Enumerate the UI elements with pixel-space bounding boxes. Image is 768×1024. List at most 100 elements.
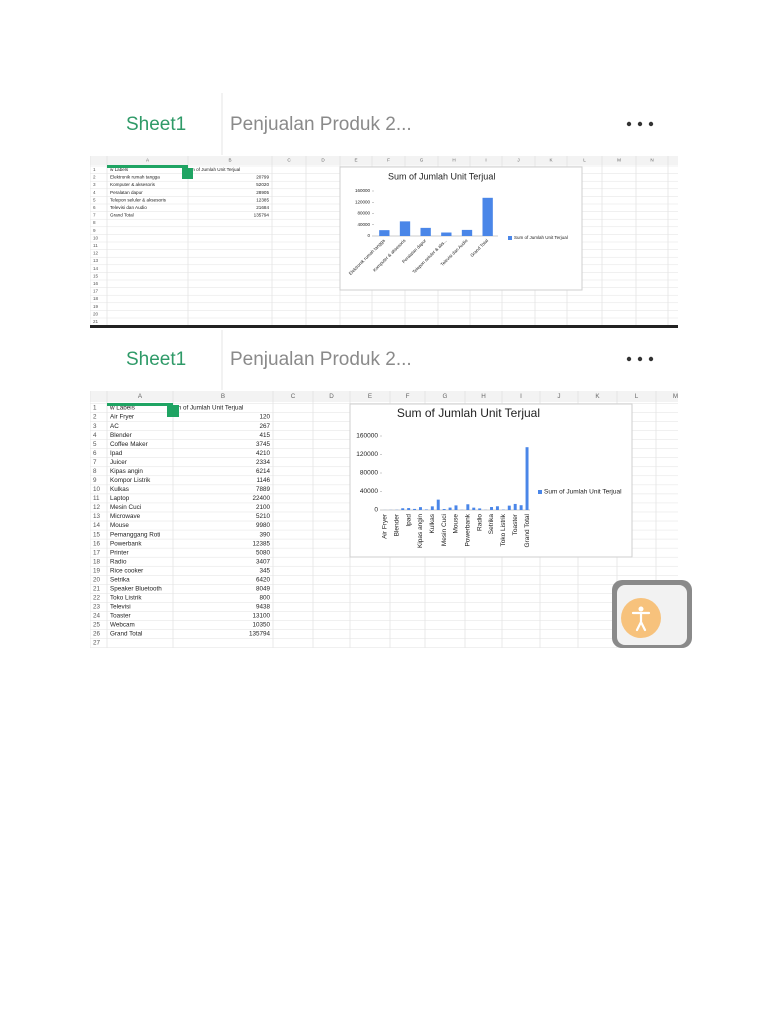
column-header: K: [549, 158, 553, 163]
column-header: F: [387, 158, 390, 163]
bar: [407, 508, 411, 510]
row-number: 8: [93, 220, 96, 225]
row-number: 22: [93, 595, 101, 602]
row-number: 19: [93, 567, 101, 574]
row-number: 10: [93, 235, 99, 240]
column-header: L: [635, 393, 639, 400]
more-dot: [626, 121, 632, 127]
cell: 12385: [252, 540, 270, 547]
y-tick-label: 160000: [355, 188, 371, 193]
y-tick-label: 40000: [360, 488, 378, 495]
column-header: N: [650, 158, 653, 163]
column-header: M: [617, 158, 621, 163]
cell: 120: [259, 414, 270, 421]
row-number: 12: [93, 504, 101, 511]
row-number: 21: [93, 585, 101, 592]
cell: Speaker Bluetooth: [110, 585, 162, 592]
row-number: 13: [93, 258, 99, 263]
bar: [478, 508, 482, 510]
row-number: 27: [93, 640, 101, 647]
y-tick-label: 80000: [357, 211, 370, 216]
y-tick-label: 0: [374, 507, 378, 514]
selection-handle: [107, 403, 173, 406]
row-number: 12: [93, 251, 99, 256]
bar: [441, 232, 452, 236]
bar: [399, 221, 411, 236]
chart-title: Sum of Jumlah Unit Terjual: [388, 171, 495, 181]
accessibility-button[interactable]: [612, 580, 692, 648]
column-header: I: [485, 158, 486, 163]
bar: [490, 507, 493, 510]
bar: [495, 506, 499, 510]
row-number: 4: [93, 190, 96, 195]
cell: 415: [259, 432, 270, 439]
row-number: 11: [93, 495, 100, 502]
column-header: M: [673, 393, 678, 400]
row-number: 17: [93, 289, 99, 294]
row-number: 11: [93, 243, 98, 248]
row-number: 10: [93, 486, 101, 493]
cell: Kulkas: [110, 486, 129, 493]
cell: Komputer & aksesoris: [110, 182, 156, 187]
row-number: 2: [93, 175, 96, 180]
chart-title: Sum of Jumlah Unit Terjual: [397, 406, 540, 420]
cell: Toaster: [110, 613, 131, 620]
cell: Webcam: [110, 622, 135, 629]
cell: Kipas angin: [110, 468, 143, 475]
bar: [401, 508, 405, 510]
cell: 28905: [256, 190, 269, 195]
bar: [419, 507, 422, 510]
bar: [442, 509, 446, 510]
x-tick-label: Mesin Cuci: [441, 514, 448, 546]
cell: m of Jumlah Unit Terjual: [191, 167, 240, 172]
x-tick-label: Mouse: [453, 514, 460, 534]
cell: 20799: [256, 175, 269, 180]
column-header: G: [443, 393, 448, 400]
cell: Kompor Listrik: [110, 477, 151, 484]
row-number: 18: [93, 296, 99, 301]
x-tick-label: Toaster: [512, 513, 519, 535]
selection-handle: [107, 165, 188, 168]
column-header: C: [287, 158, 291, 163]
column-header: B: [221, 393, 225, 400]
row-number: 15: [93, 531, 101, 538]
row-number: 23: [93, 604, 101, 611]
cell: w Labels: [110, 167, 129, 172]
y-tick-label: 40000: [357, 222, 370, 227]
row-number: 26: [93, 631, 101, 638]
selection-handle: [167, 405, 179, 417]
x-tick-label: Toko Listrik: [500, 513, 507, 546]
legend-swatch: [538, 490, 542, 494]
bar: [472, 507, 476, 510]
bar: [454, 505, 458, 510]
row-number: 2: [93, 414, 97, 421]
legend-label: Sum of Jumlah Unit Terjual: [514, 235, 568, 240]
column-header: F: [406, 393, 410, 400]
cell: Mouse: [110, 522, 129, 529]
cell: Powerbank: [110, 540, 142, 547]
cell: 135794: [249, 631, 271, 638]
legend-label: Sum of Jumlah Unit Terjual: [544, 489, 622, 496]
bar: [430, 506, 434, 510]
sheet-tab[interactable]: Sheet1: [126, 114, 186, 135]
y-tick-label: 120000: [355, 199, 371, 204]
x-tick-label: Radio: [476, 514, 483, 531]
panel-separator: [90, 325, 678, 328]
x-tick-label: Air Fryer: [382, 513, 389, 539]
file-tab[interactable]: Penjualan Produk 2...: [230, 114, 412, 135]
cell: Air Fryer: [110, 414, 134, 421]
more-dot: [637, 356, 643, 362]
row-number: 8: [93, 468, 97, 475]
sheet-tab[interactable]: Sheet1: [126, 349, 186, 370]
row-number: 5: [93, 197, 96, 202]
x-tick-label: Kipas angin: [417, 514, 424, 548]
column-header: B: [228, 158, 231, 163]
row-number: 18: [93, 558, 101, 565]
cell: Microwave: [110, 513, 141, 520]
column-header: H: [481, 393, 486, 400]
row-number: 25: [93, 622, 101, 629]
row-number: 21: [93, 319, 99, 324]
cell: 1146: [256, 477, 270, 484]
file-tab[interactable]: Penjualan Produk 2...: [230, 349, 412, 370]
